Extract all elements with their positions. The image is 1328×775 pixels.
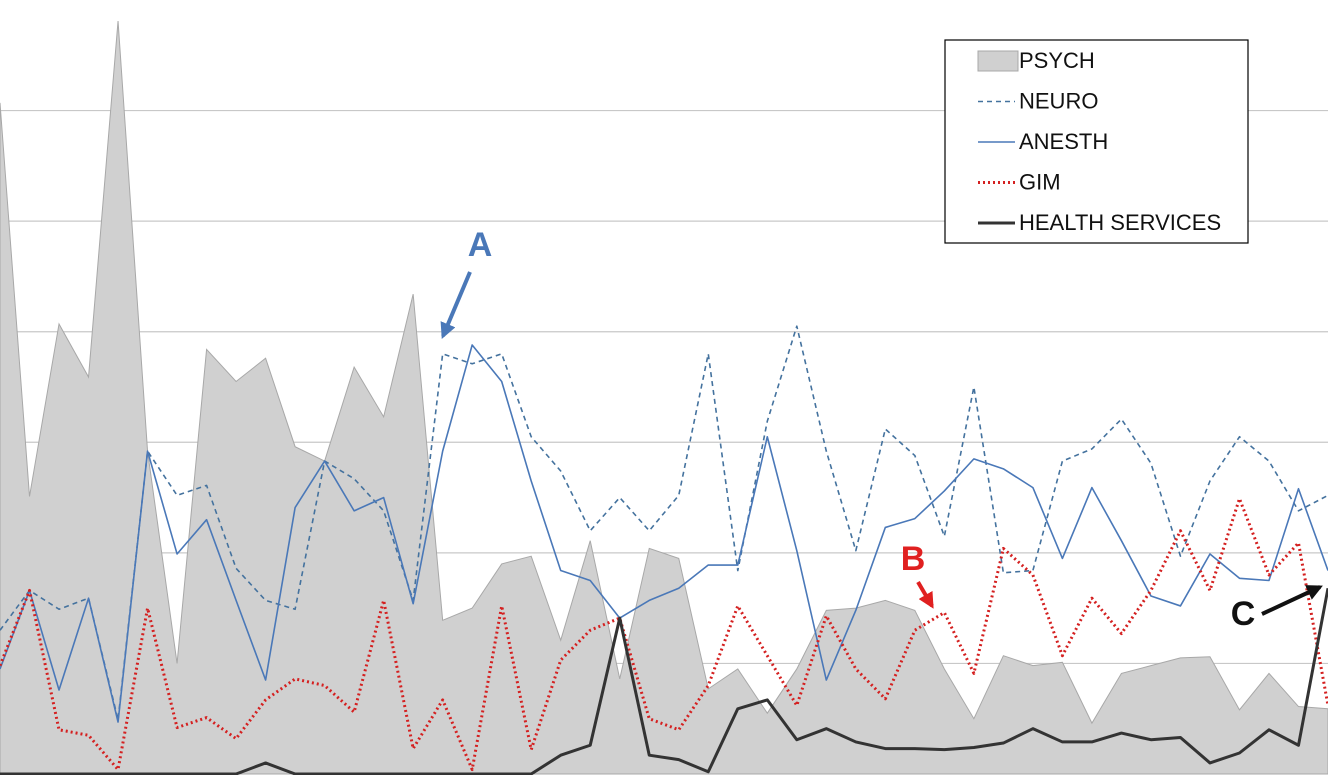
legend-swatch: [977, 50, 1019, 72]
annotations: A B C: [440, 226, 1323, 633]
annotation-arrow: [916, 580, 934, 609]
line-series: [0, 587, 1328, 775]
legend-label: PSYCH: [1019, 48, 1095, 73]
legend-label: HEALTH SERVICES: [1019, 210, 1221, 235]
legend: PSYCH NEURO ANESTH GIM HEALTH SERVICES: [944, 39, 1249, 244]
annotation-label: C: [1231, 595, 1256, 633]
legend-label: GIM: [1019, 169, 1061, 194]
line-series: [0, 344, 1328, 723]
annotation-arrow: [1261, 585, 1323, 616]
area-series: [0, 20, 1328, 775]
legend-label: NEURO: [1019, 88, 1098, 113]
legend-label: ANESTH: [1019, 129, 1108, 154]
annotation-arrow: [440, 271, 472, 339]
line-series: [0, 325, 1328, 721]
plot-area: [0, 20, 1328, 775]
annotation-label: B: [901, 540, 926, 578]
annotation-label: A: [468, 226, 493, 264]
